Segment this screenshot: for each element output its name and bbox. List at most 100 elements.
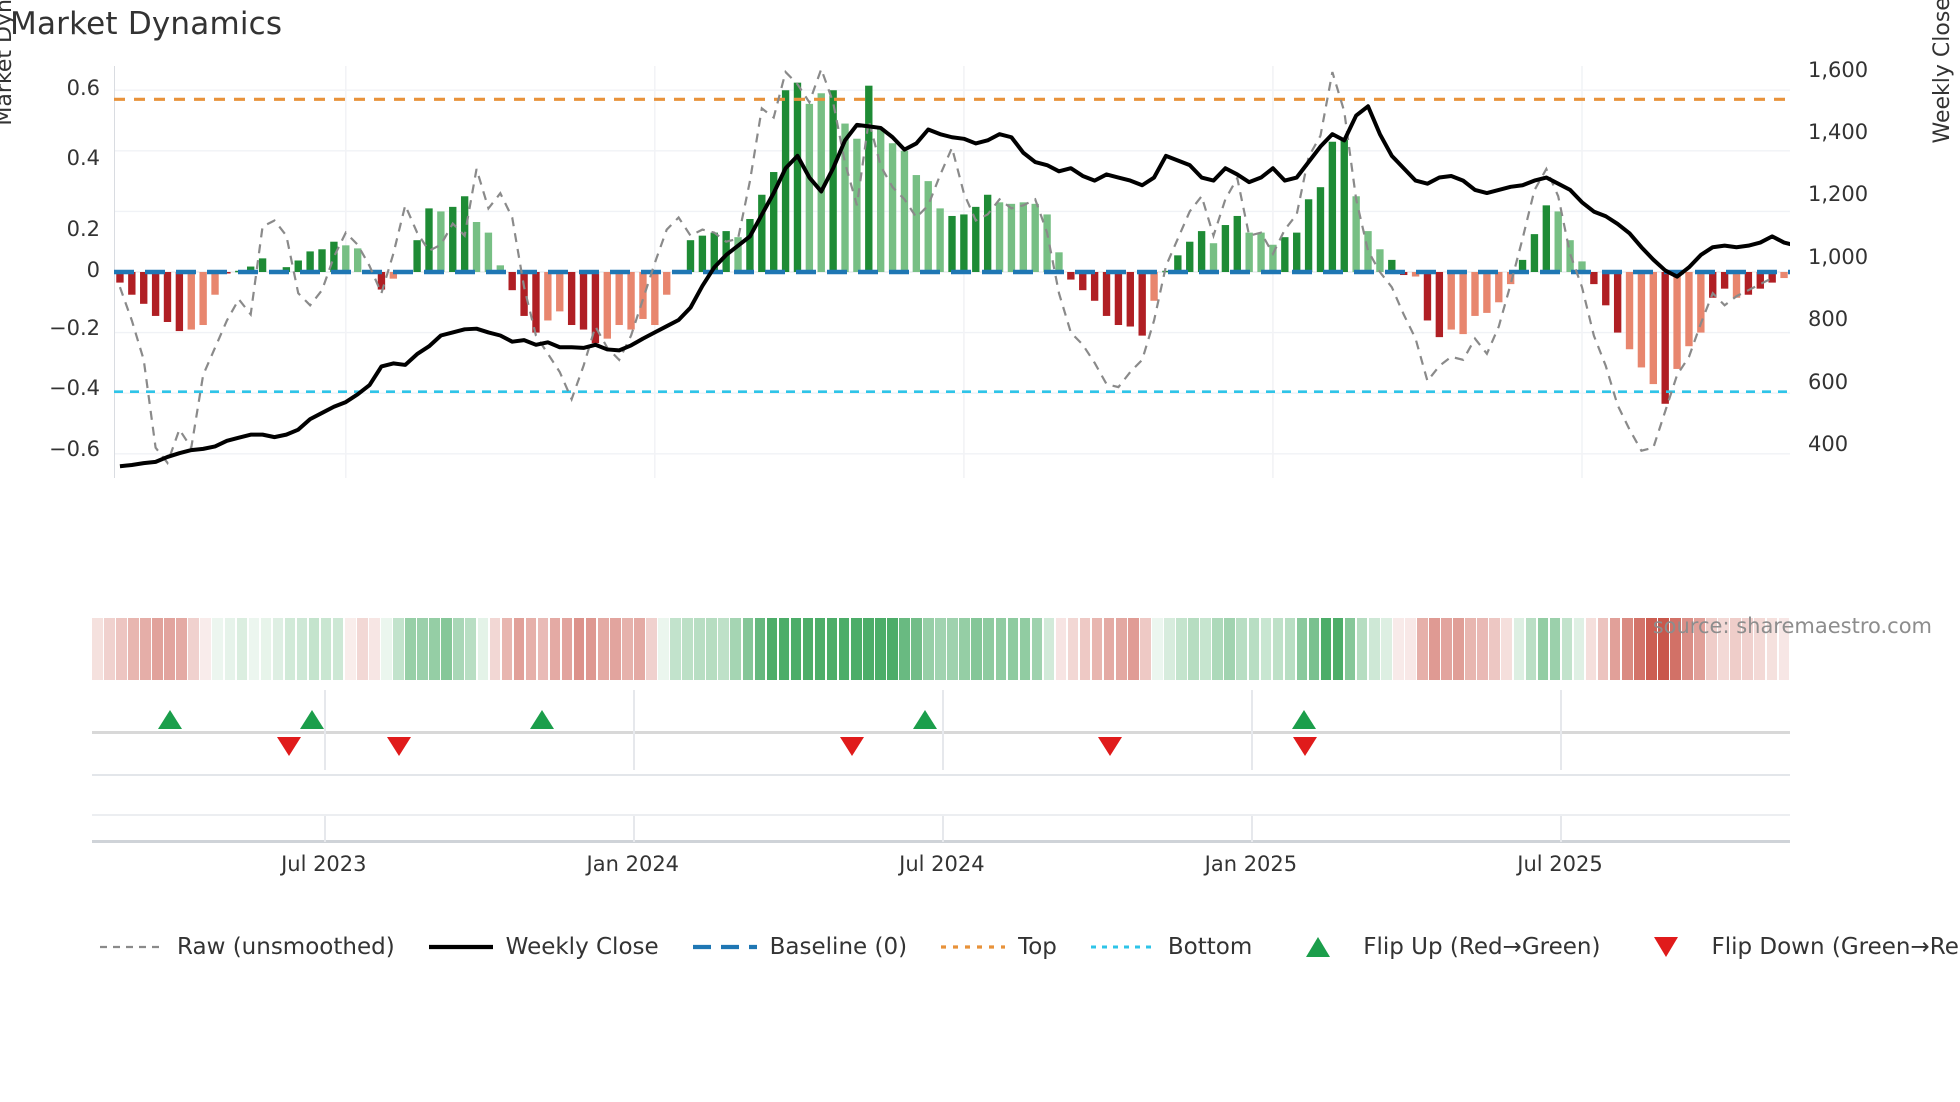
heat-cell (1224, 618, 1235, 680)
heat-cell (622, 618, 633, 680)
y-tick-4: −0.2 (49, 316, 100, 340)
heat-cell (260, 618, 272, 680)
heat-cell (1730, 618, 1741, 680)
legend-item[interactable]: Flip Down (Green→Red) (1634, 934, 1960, 960)
x-tick-label: Jul 2023 (281, 852, 367, 876)
flip-baseline (92, 731, 1790, 734)
heat-cell (1103, 618, 1115, 680)
legend-label: Flip Down (Green→Red) (1711, 934, 1960, 960)
heat-cell (393, 618, 404, 680)
page-title: Market Dynamics (10, 6, 283, 42)
heat-cell (1332, 618, 1344, 680)
heat-cell (1585, 618, 1597, 680)
heat-cell (344, 618, 356, 680)
heat-cell (1356, 618, 1368, 680)
dotted-cyan-line (1090, 937, 1155, 957)
heat-cell (1007, 618, 1019, 680)
y2-tick-1: 1,400 (1808, 120, 1869, 144)
heat-cell (381, 618, 392, 680)
heat-cell (465, 618, 476, 680)
heat-cell (128, 618, 139, 680)
y-axis-left-title: Market Dynamics (0, 0, 17, 126)
heat-cell (826, 618, 838, 680)
heat-cell (1670, 618, 1681, 680)
legend-item[interactable]: Raw (unsmoothed) (100, 934, 395, 960)
heat-cell (1031, 618, 1043, 680)
y2-tick-2: 1,200 (1808, 182, 1869, 206)
legend-item[interactable]: Bottom (1090, 934, 1253, 960)
x-tick-mark (632, 816, 635, 842)
heat-cell (429, 618, 440, 680)
flip-up-marker (158, 710, 182, 729)
heat-cell (1441, 618, 1452, 680)
y-tick-6: −0.6 (49, 437, 100, 461)
legend-item[interactable]: Top (941, 934, 1057, 960)
heat-cell (1658, 618, 1669, 680)
heat-cell (284, 618, 296, 680)
heat-cell (766, 618, 778, 680)
heat-cell (1609, 618, 1621, 680)
heat-cell (585, 618, 597, 680)
heat-cell (549, 618, 561, 680)
heat-cell (441, 618, 452, 680)
y-tick-2: 0.2 (66, 217, 100, 241)
heat-cell (887, 618, 898, 680)
heat-cell (561, 618, 573, 680)
heat-cell (983, 618, 995, 680)
heat-cell (682, 618, 693, 680)
heat-cell (200, 618, 211, 680)
heat-cell (417, 618, 428, 680)
heat-cell (1742, 618, 1753, 680)
legend-label: Bottom (1167, 934, 1253, 960)
heat-cell (332, 618, 344, 680)
x-tick-mark (323, 816, 326, 842)
heat-cell (501, 618, 513, 680)
legend-item[interactable]: Flip Up (Red→Green) (1286, 934, 1600, 960)
y-tick-0: 0.6 (66, 76, 100, 100)
heat-cell (634, 618, 645, 680)
heat-cell (959, 618, 970, 680)
flip-down-marker (1293, 737, 1317, 756)
heat-cell (1091, 618, 1103, 680)
heat-cell (104, 618, 115, 680)
heat-cell (1465, 618, 1476, 680)
heat-cell (971, 618, 982, 680)
heat-cell (1200, 618, 1211, 680)
legend-label: Flip Up (Red→Green) (1363, 934, 1601, 960)
dotted-orange-line (941, 937, 1006, 957)
y2-tick-3: 1,000 (1808, 245, 1869, 269)
chart-legend: Raw (unsmoothed) Weekly Close Baseline (0)… (100, 924, 1960, 970)
heat-cell (1646, 618, 1657, 680)
flip-row-vtick (941, 690, 944, 770)
y2-tick-4: 800 (1808, 307, 1849, 331)
heat-cell (1212, 618, 1223, 680)
legend-item[interactable]: Weekly Close (428, 934, 659, 960)
heat-cell (248, 618, 260, 680)
legend-item[interactable]: Baseline (0) (692, 934, 907, 960)
heat-cell (730, 618, 742, 680)
heat-cell (1597, 618, 1609, 680)
heat-cell (1176, 618, 1187, 680)
heat-cell (1055, 618, 1067, 680)
heat-cell (754, 618, 766, 680)
heat-cell (513, 618, 525, 680)
heat-cell (1019, 618, 1031, 680)
flip-row-vtick (632, 690, 635, 770)
flip-up-marker (300, 710, 324, 729)
heat-cell (814, 618, 826, 680)
x-tick-label: Jan 2024 (586, 852, 680, 876)
heat-cell (1621, 618, 1633, 680)
flip-down-marker (277, 737, 301, 756)
heat-cell (369, 618, 380, 680)
heat-cell (1429, 618, 1440, 680)
heat-cell (694, 618, 705, 680)
heat-cell (140, 618, 151, 680)
heat-cell (718, 618, 729, 680)
heat-cell (899, 618, 910, 680)
heat-cell (875, 618, 886, 680)
heat-cell (1417, 618, 1428, 680)
heat-cell (296, 618, 308, 680)
heat-cell (658, 618, 669, 680)
heat-cell (525, 618, 537, 680)
